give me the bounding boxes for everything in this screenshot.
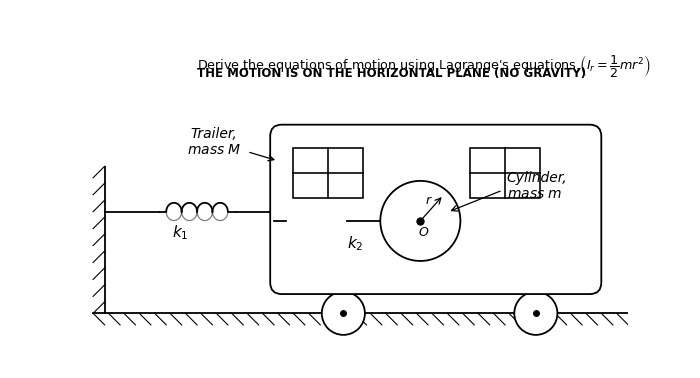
Bar — [470, 148, 540, 198]
Text: $k_2$: $k_2$ — [346, 235, 363, 253]
Circle shape — [380, 181, 461, 261]
Circle shape — [322, 292, 365, 335]
Text: THE MOTION IS ON THE HORIZONTAL PLANE (NO GRAVITY): THE MOTION IS ON THE HORIZONTAL PLANE (N… — [197, 67, 586, 80]
Bar — [293, 148, 363, 198]
FancyBboxPatch shape — [270, 125, 601, 294]
Text: $r$: $r$ — [426, 194, 433, 207]
Text: $k_1$: $k_1$ — [172, 223, 188, 242]
Text: Derive the equations of motion using Lagrange's equations.$\left(I_r = \dfrac{1}: Derive the equations of motion using Lag… — [197, 53, 651, 79]
Text: Cylinder,
mass $m$: Cylinder, mass $m$ — [507, 171, 567, 201]
Circle shape — [514, 292, 557, 335]
Text: $O$: $O$ — [418, 226, 429, 239]
Text: Trailer,
mass $M$: Trailer, mass $M$ — [187, 127, 241, 158]
